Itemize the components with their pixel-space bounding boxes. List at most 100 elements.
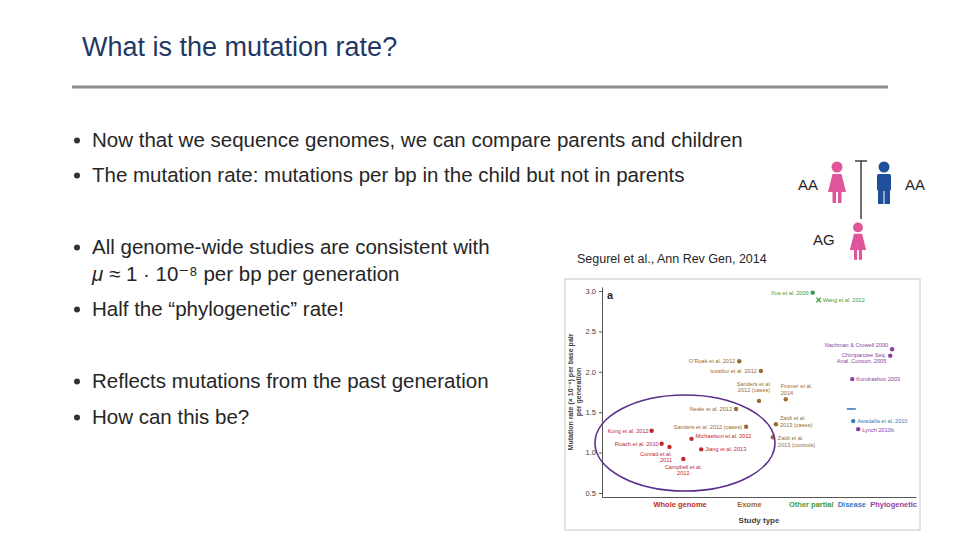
- point-label: Kong et al. 2012: [608, 428, 649, 434]
- point-label-line: Zaidi et al.: [778, 435, 804, 441]
- data-point: [851, 419, 855, 423]
- slide-canvas: What is the mutation rate? Now that we se…: [0, 0, 960, 540]
- point-label-line: Conrad et al.: [640, 451, 672, 457]
- point-label-line: 2012: [677, 470, 689, 476]
- point-label: O’Roak et al. 2012: [689, 358, 735, 364]
- data-point: [810, 290, 814, 294]
- bullet-text: Half the “phylogenetic” rate!: [92, 297, 344, 320]
- point-label-line: Campbell et al.: [665, 464, 703, 470]
- pedigree-line: [855, 160, 867, 162]
- point-label-line: Fromer et al.: [781, 383, 813, 389]
- genotype-label: AA: [798, 176, 818, 193]
- point-label-line: Lynch 2010b: [862, 427, 894, 433]
- bullet-dot: [74, 138, 80, 144]
- genotype-label: AG: [813, 231, 835, 248]
- point-label: Nachman & Crowell 2000: [825, 342, 888, 348]
- y-tick-mark: [599, 372, 602, 373]
- point-label-line: O’Roak et al. 2012: [689, 358, 735, 364]
- formula-text: ≈ 1 · 10⁻⁸ per bp per generation: [103, 262, 399, 285]
- point-label-line: Nachman & Crowell 2000: [825, 342, 888, 348]
- x-tick-label: Exome: [737, 500, 762, 509]
- person-head: [853, 222, 863, 232]
- bullet-formula: μ ≈ 1 · 10⁻⁸ per bp per generation: [91, 262, 400, 285]
- bullet-text: The mutation rate: mutations per bp in t…: [92, 163, 685, 186]
- point-label: Lynch 2010b: [862, 427, 894, 433]
- x-tick: Disease: [838, 497, 866, 509]
- person-body: [877, 174, 891, 191]
- point-label: Neale et al. 2012: [690, 406, 732, 412]
- y-tick-mark: [599, 493, 602, 494]
- person-leg: [854, 250, 857, 260]
- slide-title: What is the mutation rate?: [82, 32, 397, 62]
- person-leg: [838, 192, 842, 203]
- data-point: [856, 427, 860, 431]
- data-point: [649, 429, 653, 433]
- point-label-line: 2013 (controls): [778, 442, 815, 448]
- point-label: Fromer et al.2014: [781, 383, 813, 395]
- point-label-line: 2012 (cases): [738, 387, 770, 393]
- data-point: [689, 437, 693, 441]
- child-icon: [850, 222, 866, 259]
- person-leg: [885, 191, 891, 204]
- y-tick-label: 3.0: [586, 287, 596, 296]
- point-label-line: Roach et al. 2010: [615, 441, 659, 447]
- y-tick: 2.0: [586, 368, 602, 377]
- person-head: [832, 162, 843, 173]
- person-leg: [878, 191, 884, 204]
- point-label-line: Kong et al. 2012: [608, 428, 649, 434]
- x-tick-label: Phylogenetic: [870, 500, 917, 509]
- y-tick-label: 0.5: [586, 489, 596, 498]
- point-label-line: Anal. Consort. 2005: [837, 358, 886, 364]
- y-tick: 3.0: [586, 287, 602, 296]
- point-label-line: 2014: [781, 390, 793, 396]
- x-axis: Whole genome Exome Other partial Disease Phy…: [603, 497, 917, 509]
- point-label: Campbell et al.2012: [665, 464, 703, 476]
- y-tick-mark: [599, 291, 602, 292]
- chart-frame: [565, 279, 920, 530]
- bullet-dot: [74, 245, 80, 251]
- point-label: Zaidi et al.2013 (cases): [780, 415, 812, 427]
- data-point: [744, 425, 748, 429]
- pedigree-line: [860, 161, 862, 219]
- point-label-line: Iossifov et al. 2012: [710, 368, 757, 374]
- bullet-dot: [74, 307, 80, 313]
- mother-icon: [828, 162, 846, 204]
- data-point: [816, 298, 821, 303]
- point-label: Iossifov et al. 2012: [710, 368, 757, 374]
- point-label: Kondrashov 2003: [856, 376, 900, 382]
- point-label: Roach et al. 2010: [615, 441, 659, 447]
- bullet-dot: [74, 415, 80, 421]
- slide: What is the mutation rate? Now that we se…: [0, 0, 960, 540]
- point-labels: Kong et al. 2012 Roach et al. 2010 Conrad …: [608, 290, 908, 477]
- person-body: [828, 174, 846, 192]
- point-label: Sanders et al.2012 (cases): [737, 381, 772, 393]
- point-label-line: Zaidi et al.: [780, 415, 806, 421]
- x-tick-label: Other partial: [789, 500, 834, 509]
- y-tick-label: 2.5: [586, 327, 596, 336]
- point-label: Wang et al. 2012: [823, 297, 865, 303]
- person-leg: [859, 250, 862, 260]
- point-label: Zaidi et al.2013 (controls): [778, 435, 815, 447]
- x-tick-label: Whole genome: [653, 500, 706, 509]
- point-label: Michaelson et al. 2012: [695, 433, 751, 439]
- genotype-label: AA: [905, 176, 925, 193]
- point-label-line: Kondrashov 2003: [856, 376, 900, 382]
- data-point: [888, 353, 892, 357]
- y-tick-mark: [599, 331, 602, 332]
- point-label-line: 2013 (cases): [780, 422, 812, 428]
- y-tick: 0.5: [586, 489, 602, 498]
- data-point: [774, 422, 778, 426]
- x-tick: Phylogenetic: [870, 497, 917, 509]
- data-point: [734, 407, 738, 411]
- x-axis-line: [603, 497, 917, 498]
- point-label-line: Awadalla et al. 2010: [857, 418, 907, 424]
- y-tick-label: 2.0: [586, 368, 596, 377]
- bullet-text: Now that we sequence genomes, we can com…: [92, 128, 743, 151]
- point-label: Chimpanzee Seq.Anal. Consort. 2005: [837, 352, 887, 364]
- person-body: [850, 234, 866, 250]
- y-axis: 0.51.01.52.02.53.0: [586, 287, 603, 498]
- data-point: [699, 447, 703, 451]
- x-tick: Other partial: [789, 497, 834, 509]
- bullet-dot: [74, 173, 80, 179]
- bullet-text: All genome-wide studies are consistent w…: [92, 235, 490, 258]
